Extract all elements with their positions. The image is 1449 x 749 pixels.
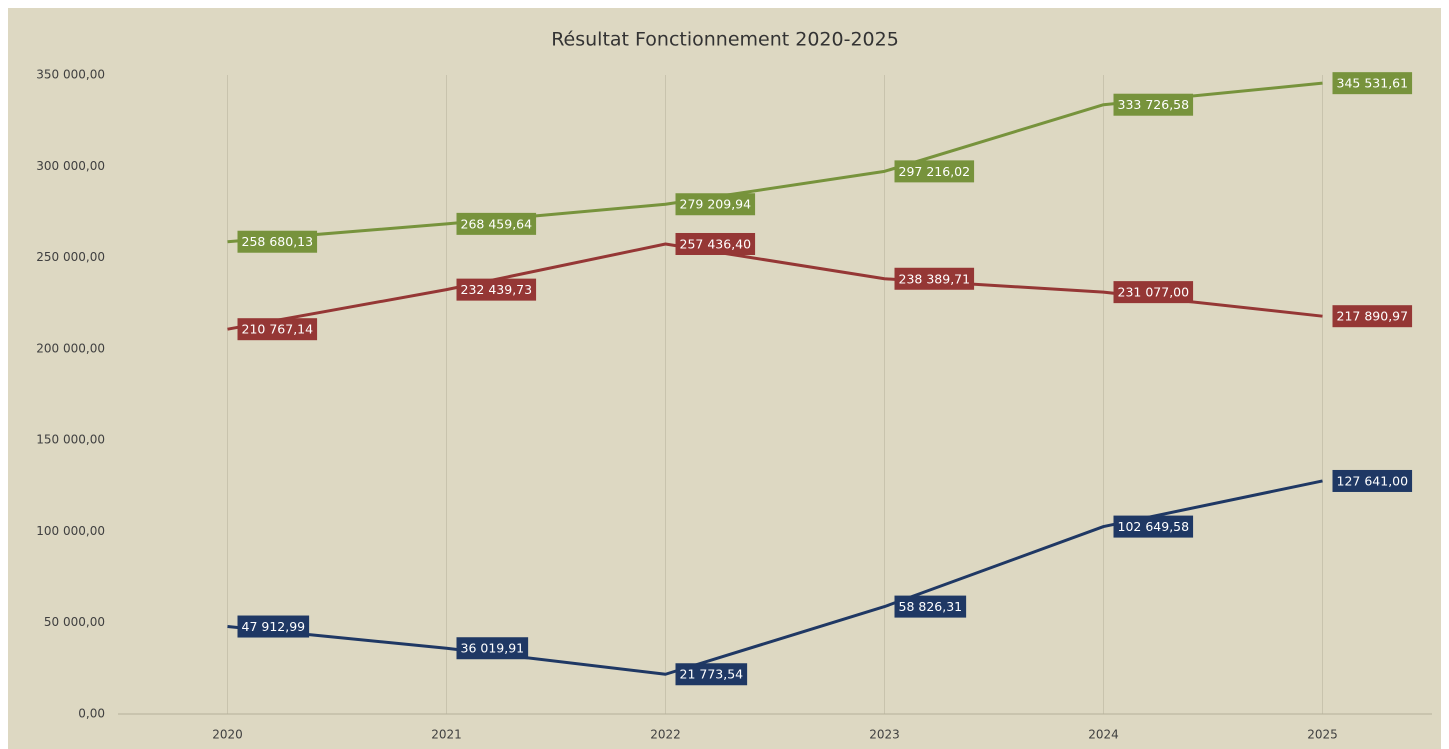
data-label-text: 258 680,13 xyxy=(242,234,314,249)
data-label-text: 279 209,94 xyxy=(680,197,752,212)
data-label-box xyxy=(456,278,537,301)
data-label-box xyxy=(1113,515,1194,538)
data-label: 333 726,58 xyxy=(1113,93,1194,116)
data-label-text: 238 389,71 xyxy=(899,271,971,286)
y-tick-label: 200 000,00 xyxy=(36,341,105,355)
data-label: 232 439,73 xyxy=(456,278,537,301)
data-label-box xyxy=(237,318,318,341)
data-label: 258 680,13 xyxy=(237,230,318,253)
data-label-box xyxy=(1332,305,1413,328)
x-tick-label: 2020 xyxy=(212,728,243,742)
data-label-box xyxy=(237,615,310,638)
data-label-box xyxy=(675,232,756,255)
data-label-box xyxy=(894,267,975,290)
data-label-text: 345 531,61 xyxy=(1337,76,1409,91)
data-label-box xyxy=(456,212,537,235)
data-label-text: 21 773,54 xyxy=(680,667,744,682)
data-label: 21 773,54 xyxy=(675,663,748,686)
y-tick-label: 150 000,00 xyxy=(36,433,105,447)
data-label-box xyxy=(1332,469,1413,492)
x-tick-label: 2024 xyxy=(1088,728,1119,742)
data-label: 345 531,61 xyxy=(1332,72,1413,95)
data-label-box xyxy=(1332,72,1413,95)
x-tick-label: 2025 xyxy=(1307,728,1338,742)
data-label-text: 232 439,73 xyxy=(461,282,533,297)
chart-title: Résultat Fonctionnement 2020-2025 xyxy=(551,29,899,51)
data-label: 268 459,64 xyxy=(456,212,537,235)
data-label-text: 231 077,00 xyxy=(1118,285,1190,300)
data-label-text: 333 726,58 xyxy=(1118,97,1190,112)
data-label: 217 890,97 xyxy=(1332,305,1413,328)
data-label-box xyxy=(675,663,748,686)
x-tick-label: 2022 xyxy=(650,728,681,742)
data-label-text: 268 459,64 xyxy=(461,216,533,231)
data-label: 210 767,14 xyxy=(237,318,318,341)
x-tick-label: 2023 xyxy=(869,728,900,742)
y-tick-label: 300 000,00 xyxy=(36,159,105,173)
data-label-text: 47 912,99 xyxy=(242,619,306,634)
y-tick-label: 350 000,00 xyxy=(36,68,105,82)
data-label-box xyxy=(1113,93,1194,116)
data-label-text: 102 649,58 xyxy=(1118,519,1190,534)
data-label: 47 912,99 xyxy=(237,615,310,638)
data-label: 257 436,40 xyxy=(675,232,756,255)
data-label: 102 649,58 xyxy=(1113,515,1194,538)
y-tick-label: 0,00 xyxy=(78,707,105,721)
data-label-box xyxy=(456,637,529,660)
data-label-text: 58 826,31 xyxy=(899,599,963,614)
data-label-text: 127 641,00 xyxy=(1337,473,1409,488)
data-label: 58 826,31 xyxy=(894,595,967,618)
data-label: 297 216,02 xyxy=(894,160,975,183)
data-label-box xyxy=(894,160,975,183)
y-tick-label: 100 000,00 xyxy=(36,524,105,538)
data-label-box xyxy=(1113,281,1194,304)
y-tick-label: 50 000,00 xyxy=(44,615,105,629)
data-label: 279 209,94 xyxy=(675,193,756,216)
data-label: 231 077,00 xyxy=(1113,281,1194,304)
x-tick-label: 2021 xyxy=(431,728,462,742)
data-label-text: 36 019,91 xyxy=(461,641,525,656)
y-tick-label: 250 000,00 xyxy=(36,250,105,264)
data-label-box xyxy=(675,193,756,216)
data-label: 238 389,71 xyxy=(894,267,975,290)
data-label-text: 297 216,02 xyxy=(899,164,971,179)
data-label-text: 217 890,97 xyxy=(1337,309,1409,324)
data-label-box xyxy=(894,595,967,618)
data-label-text: 210 767,14 xyxy=(242,322,314,337)
data-label: 127 641,00 xyxy=(1332,469,1413,492)
chart-background xyxy=(8,8,1441,749)
data-label-text: 257 436,40 xyxy=(680,236,752,251)
data-label: 36 019,91 xyxy=(456,637,529,660)
data-label-box xyxy=(237,230,318,253)
